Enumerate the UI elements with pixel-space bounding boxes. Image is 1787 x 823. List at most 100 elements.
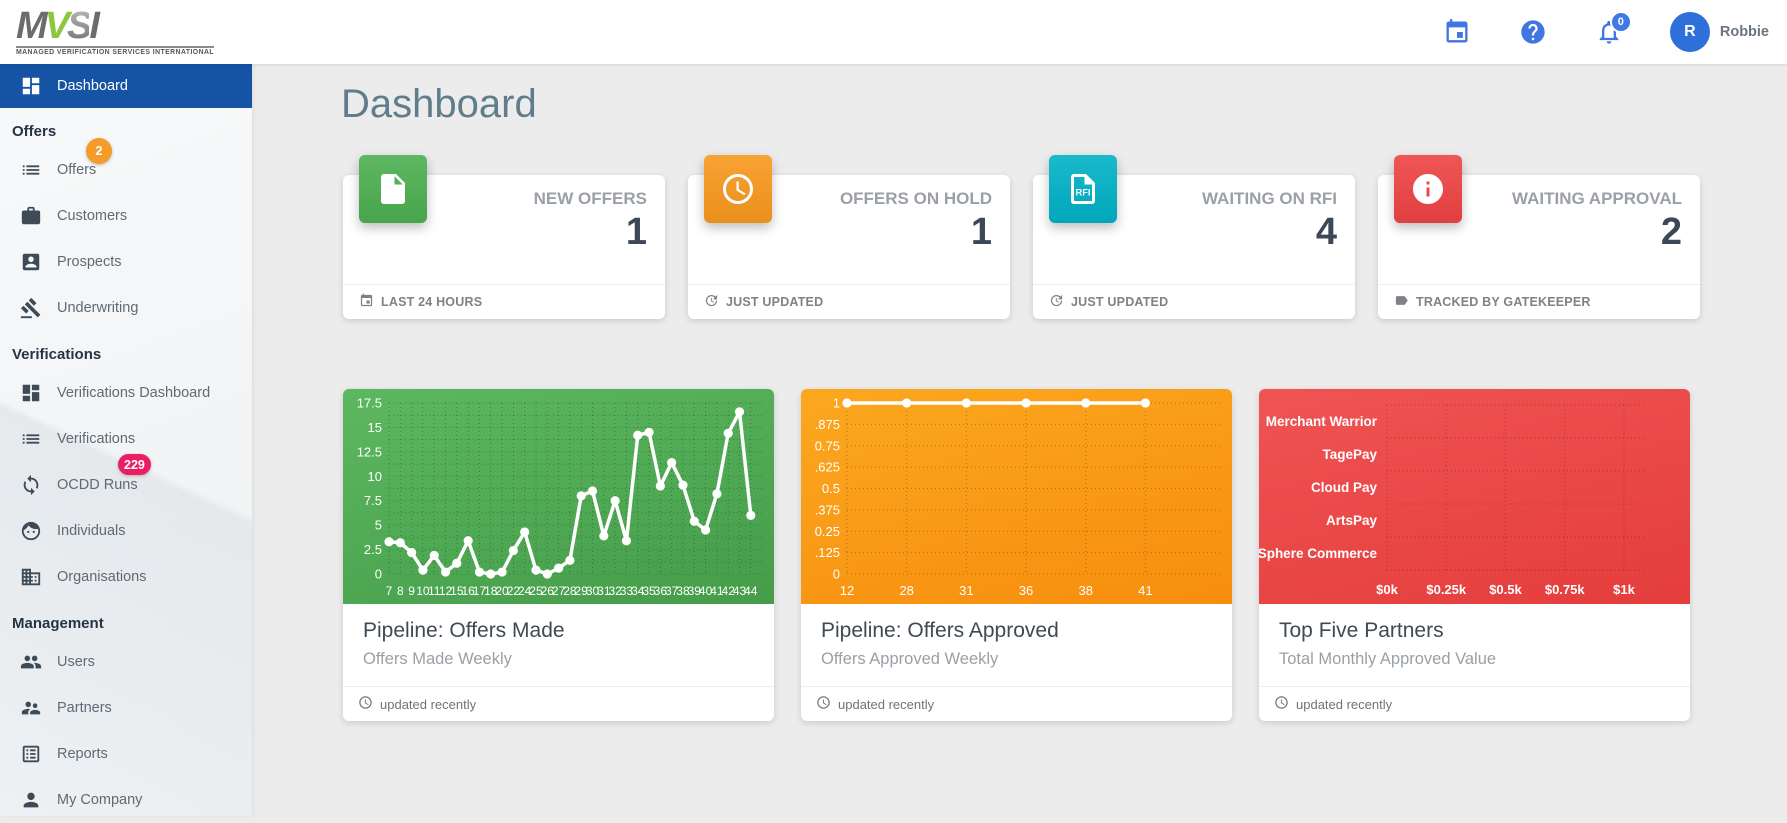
rfi-document-icon: RFI	[1049, 155, 1117, 223]
chart-title: Top Five Partners	[1279, 619, 1444, 642]
sidebar-item-individuals[interactable]: Individuals	[0, 508, 252, 554]
sidebar-nav: Dashboard Offers Offers 2 Customers Prospects…	[0, 64, 252, 823]
stat-footer: TRACKED BY GATEKEEPER	[1378, 284, 1700, 319]
chart-subtitle: Total Monthly Approved Value	[1279, 650, 1497, 668]
stat-card-waiting-approval: WAITING APPROVAL 2 TRACKED BY GATEKEEPER	[1378, 155, 1700, 319]
sidebar-item-verifications-dashboard[interactable]: Verifications Dashboard	[0, 370, 252, 416]
svg-text:7.5: 7.5	[364, 493, 382, 508]
svg-text:10: 10	[368, 469, 382, 484]
sidebar-item-my-company[interactable]: My Company	[0, 777, 252, 823]
sidebar-item-label: Individuals	[57, 523, 126, 539]
chart-footer: updated recently	[1259, 686, 1690, 721]
svg-text:28: 28	[563, 584, 577, 598]
sidebar-item-label: Partners	[57, 700, 112, 716]
chart-title: Pipeline: Offers Made	[363, 619, 565, 642]
svg-text:10: 10	[416, 584, 430, 598]
sidebar-item-partners[interactable]: Partners	[0, 685, 252, 731]
stat-value: 2	[1660, 211, 1682, 254]
sidebar-item-label: Underwriting	[57, 300, 139, 316]
sidebar: Dashboard Offers Offers 2 Customers Prospects…	[0, 64, 252, 816]
update-icon	[1049, 293, 1064, 311]
sidebar-item-label: Reports	[57, 746, 108, 762]
svg-text:36: 36	[654, 584, 668, 598]
calendar-icon[interactable]	[1442, 17, 1472, 47]
svg-text:12: 12	[840, 583, 854, 598]
sidebar-item-ocdd-runs[interactable]: OCDD Runs 229	[0, 454, 252, 508]
stat-footer-text: JUST UPDATED	[726, 295, 824, 309]
svg-text:17.5: 17.5	[357, 396, 382, 411]
svg-text:31: 31	[597, 584, 611, 598]
svg-text:RFI: RFI	[1076, 187, 1091, 197]
chart-cards-row: 0 2.5 5 7.5 10 12.5 15 17.5 7 8 9 10 11 12 15 16 17 18 20 2…	[343, 389, 1787, 721]
sidebar-item-dashboard[interactable]: Dashboard	[0, 64, 252, 108]
sidebar-item-offers[interactable]: Offers 2	[0, 138, 252, 193]
sidebar-item-prospects[interactable]: Prospects	[0, 239, 252, 285]
avatar[interactable]: R	[1669, 12, 1710, 52]
sidebar-item-underwriting[interactable]: Underwriting	[0, 285, 252, 331]
notifications-bell-icon[interactable]: 0	[1594, 11, 1632, 47]
chart-card-top-partners: $0k $0.25k $0.5k $0.75k $1k Merchant Warrior T…	[1259, 389, 1690, 721]
dashboard-icon	[20, 75, 42, 97]
sidebar-section-verifications: Verifications	[12, 346, 102, 363]
stat-cards-row: NEW OFFERS 1 LAST 24 HOURS OFFERS ON HOLD 1 J…	[343, 155, 1787, 319]
svg-text:0: 0	[833, 567, 840, 582]
update-icon	[704, 293, 719, 311]
building-icon	[20, 566, 42, 588]
svg-text:37: 37	[665, 584, 679, 598]
svg-text:38: 38	[1078, 583, 1092, 598]
logo-letter: S	[67, 5, 92, 48]
sidebar-item-customers[interactable]: Customers	[0, 193, 252, 239]
sidebar-item-organisations[interactable]: Organisations	[0, 554, 252, 600]
page-title: Dashboard	[341, 82, 537, 126]
sidebar-item-verifications[interactable]: Verifications	[0, 416, 252, 462]
count-badge: 2	[86, 138, 112, 164]
svg-text:0.25: 0.25	[815, 524, 840, 539]
stat-title: WAITING ON RFI	[1201, 189, 1337, 208]
chart-footer-text: updated recently	[838, 696, 935, 712]
svg-text:9: 9	[408, 584, 415, 598]
offers-made-chart: 0 2.5 5 7.5 10 12.5 15 17.5 7 8 9 10 11 12 15 16 17 18 20 2…	[343, 389, 774, 604]
chart-footer-text: updated recently	[380, 696, 477, 712]
svg-text:41: 41	[710, 584, 724, 598]
chart-footer: updated recently	[801, 686, 1232, 721]
svg-text:Cloud Pay: Cloud Pay	[1311, 480, 1378, 495]
svg-text:Merchant Warrior: Merchant Warrior	[1266, 414, 1378, 429]
logo-tagline: MANAGED VERIFICATION SERVICES INTERNATIO…	[16, 46, 214, 57]
svg-text:17: 17	[473, 584, 487, 598]
svg-text:42: 42	[722, 584, 736, 598]
logo-letter: V	[44, 5, 70, 48]
logo-letter: I	[89, 5, 99, 48]
svg-text:31: 31	[959, 583, 973, 598]
sidebar-item-users[interactable]: Users	[0, 639, 252, 685]
sidebar-item-label: Verifications	[57, 431, 136, 447]
stat-footer: JUST UPDATED	[1033, 284, 1355, 319]
sidebar-item-reports[interactable]: Reports	[0, 731, 252, 777]
svg-text:28: 28	[899, 583, 913, 598]
svg-text:15: 15	[368, 420, 382, 435]
users-icon	[20, 651, 42, 673]
clock-icon	[358, 695, 373, 713]
sidebar-item-label: Verifications Dashboard	[57, 385, 211, 401]
face-icon	[20, 520, 42, 542]
header-actions: 0 R Robbie	[1442, 0, 1769, 64]
svg-text:44: 44	[744, 584, 758, 598]
svg-text:16: 16	[461, 584, 475, 598]
logo-letter: M	[16, 5, 48, 48]
svg-text:12.5: 12.5	[357, 444, 382, 459]
count-badge: 229	[118, 454, 151, 475]
svg-text:$0.25k: $0.25k	[1426, 582, 1467, 597]
briefcase-icon	[20, 205, 42, 227]
stat-value: 4	[1315, 211, 1337, 254]
tag-icon	[1394, 293, 1409, 311]
svg-text:$0.75k: $0.75k	[1545, 582, 1586, 597]
user-menu[interactable]: R Robbie	[1669, 12, 1769, 52]
stat-card-offers-on-hold: OFFERS ON HOLD 1 JUST UPDATED	[688, 155, 1010, 319]
help-icon[interactable]	[1518, 17, 1548, 47]
chart-subtitle: Offers Approved Weekly	[821, 650, 999, 668]
list-icon	[20, 159, 42, 181]
chart-footer: updated recently	[343, 686, 774, 721]
svg-text:41: 41	[1138, 583, 1152, 598]
svg-text:15: 15	[450, 584, 464, 598]
sidebar-item-label: Customers	[57, 208, 128, 224]
